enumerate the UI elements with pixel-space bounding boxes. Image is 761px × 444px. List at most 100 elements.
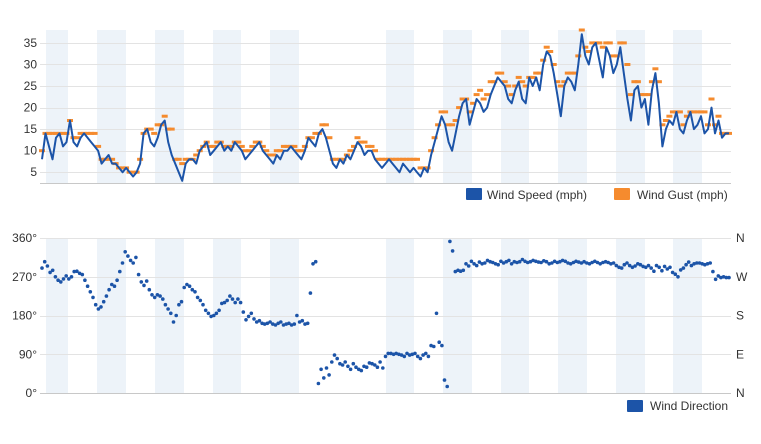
wind-gust-marker [655,80,662,84]
wind-direction-point [96,307,101,311]
wind-direction-point [182,285,186,290]
wind-gust-marker [358,140,364,144]
wind-gust-marker [715,114,722,118]
wind-direction-point [421,353,425,357]
wind-gust-marker [536,71,543,75]
wind-direction-point [534,259,538,264]
direction-y-tick-label: 0° [26,386,38,400]
wind-direction-point [442,378,447,382]
wind-gust-marker [620,41,627,45]
wind-gust-marker [610,54,617,58]
wind-direction-point [230,297,235,301]
wind-gust-marker [452,119,459,122]
wind-direction-point [402,354,407,359]
wind-gust-marker [49,131,56,135]
wind-direction-point [249,311,254,316]
wind-direction-point [214,311,219,316]
wind-direction-point [499,259,503,264]
wind-direction-point [201,302,205,307]
wind-direction-point [424,351,428,356]
wind-direction-point [155,293,160,297]
wind-direction-point [539,260,543,265]
wind-direction-point [579,261,584,265]
wind-direction-point [448,239,452,244]
wind-direction-point [550,261,554,265]
wind-direction-point [483,261,487,265]
wind-direction-point [110,282,114,287]
wind-direction-chart: 0° 90° 180° 270° 360° N E S W N [12,231,748,400]
wind-gust-marker [245,149,252,153]
wind-gust-marker [652,67,659,71]
wind-gust-marker [508,93,515,97]
wind-gust-marker [308,136,315,140]
wind-direction-point [383,354,388,359]
wind-direction-point [305,321,310,326]
wind-direction-point [491,260,495,265]
direction-compass-label: N [736,386,745,400]
wind-gust-marker [91,131,98,135]
wind-gust-marker [291,144,298,148]
wind-direction-point [244,318,248,322]
wind-direction-point [670,270,675,275]
wind-direction-point [42,259,47,264]
direction-band-3 [213,238,241,393]
wind-gust-marker [322,123,329,127]
wind-gust-marker [477,88,484,92]
wind-direction-point [378,360,382,364]
wind-gust-marker [347,149,354,153]
speed-y-tick-label: 5 [30,165,37,179]
wind-direction-point [676,275,680,279]
wind-direction-point [144,279,149,283]
wind-gust-marker [498,71,505,75]
wind-gust-marker [249,144,256,148]
wind-direction-point [233,300,237,305]
direction-band-7 [501,238,529,393]
wind-gust-marker [39,149,45,153]
wind-gust-marker [361,140,368,144]
wind-gust-marker [466,110,473,114]
wind-direction-point [633,264,637,268]
wind-gust-marker [228,144,235,148]
wind-direction-point [501,261,506,265]
wind-direction-point [386,351,391,356]
wind-direction-point [115,278,119,283]
wind-direction-point [185,282,189,287]
wind-direction-point [437,340,442,345]
wind-direction-point [67,277,71,281]
wind-gust-marker [154,123,161,127]
wind-direction-point [703,262,707,267]
wind-direction-point [169,311,173,316]
wind-direction-point [593,259,597,264]
wind-direction-point [107,287,111,292]
wind-direction-point [568,262,573,266]
wind-direction-point [150,293,154,297]
wind-gust-marker [400,157,406,161]
wind-direction-point [203,308,208,313]
wind-direction-point [507,258,511,263]
wind-speed-chart: 5 10 15 20 25 30 35 [24,28,732,184]
wind-gust-marker [105,157,112,161]
wind-direction-point [563,259,568,264]
wind-gust-marker [515,75,522,79]
wind-direction-point [713,277,718,282]
wind-direction-point [472,262,476,266]
speed-band-2 [155,30,184,183]
wind-gust-marker [340,157,347,161]
wind-direction-point [434,311,439,316]
wind-direction-point [292,322,297,326]
wind-direction-point [373,363,377,367]
wind-gust-marker [648,80,655,84]
wind-gust-marker [659,123,666,127]
wind-gust-marker [221,144,228,148]
wind-direction-point [324,366,329,370]
wind-gust-marker [242,149,249,153]
wind-gust-marker [98,157,105,161]
wind-gust-marker [333,157,340,161]
speed-band-3 [213,30,241,183]
wind-direction-point [190,287,195,292]
wind-direction-point [461,268,466,273]
wind-direction-point [646,263,651,268]
wind-gust-marker [389,157,396,161]
direction-band-5 [386,238,414,393]
